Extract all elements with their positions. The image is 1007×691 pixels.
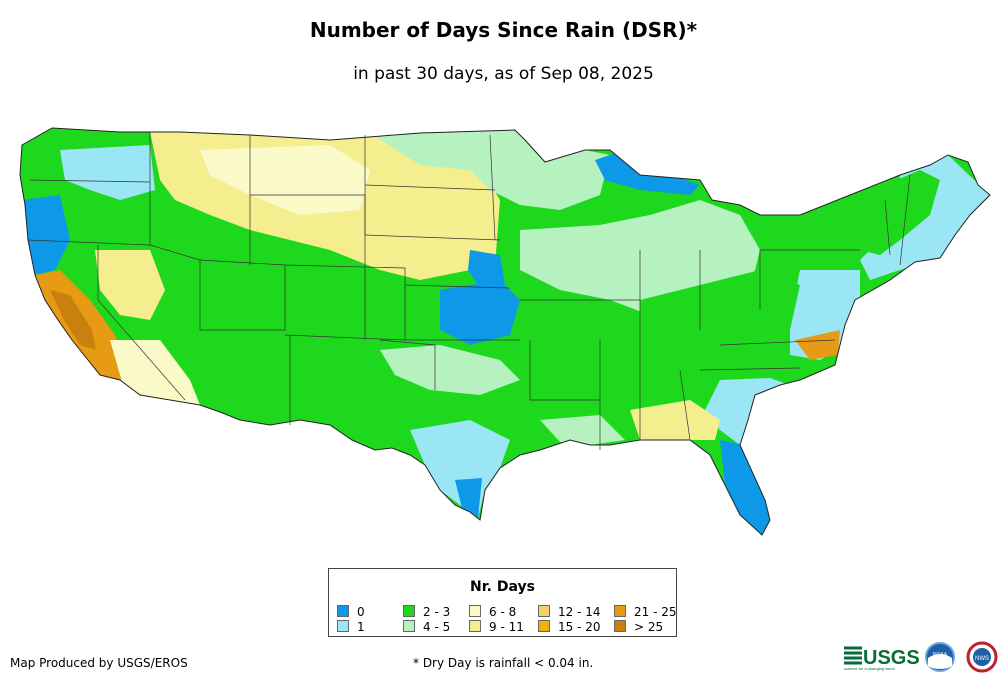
legend-label: 9 - 11 bbox=[489, 620, 524, 634]
zone-9-11-nevada bbox=[95, 250, 165, 320]
usgs-wordmark: USGS bbox=[863, 647, 920, 669]
zone-4-5-north bbox=[370, 130, 610, 210]
legend-swatch bbox=[403, 605, 415, 617]
zone-0-florida bbox=[720, 440, 770, 535]
zone-0-pacific-nw bbox=[22, 195, 70, 275]
legend-swatch bbox=[469, 605, 481, 617]
zone-pale-plains bbox=[200, 145, 370, 215]
legend-label: 15 - 20 bbox=[558, 620, 601, 634]
legend-item: 12 - 14 bbox=[538, 605, 601, 619]
map-title: Number of Days Since Rain (DSR)* bbox=[309, 18, 698, 42]
legend-item: > 25 bbox=[614, 620, 663, 634]
legend-item: 9 - 11 bbox=[469, 620, 524, 634]
legend-title: Nr. Days bbox=[470, 579, 535, 595]
nws-logo: NWS bbox=[966, 641, 998, 673]
legend-label: 12 - 14 bbox=[558, 605, 601, 619]
zone-21-25-carolina bbox=[795, 330, 840, 360]
zone-0-kansas bbox=[440, 280, 520, 345]
legend-label: 0 bbox=[357, 605, 365, 619]
legend-label: 4 - 5 bbox=[423, 620, 451, 634]
legend-swatch bbox=[469, 620, 481, 632]
legend-swatch bbox=[403, 620, 415, 632]
zone-9-11-georgia bbox=[630, 400, 720, 440]
legend-swatch bbox=[337, 605, 349, 617]
legend-item: 4 - 5 bbox=[403, 620, 450, 634]
legend-swatch bbox=[538, 620, 550, 632]
legend-item: 2 - 3 bbox=[403, 605, 450, 619]
zone-0-nebraska bbox=[468, 250, 505, 288]
legend-swatch bbox=[614, 605, 626, 617]
zone-1-washington bbox=[60, 145, 155, 200]
zone-4-5-louisiana bbox=[540, 415, 625, 445]
zone-gt25-california bbox=[50, 290, 96, 350]
legend-swatch bbox=[538, 605, 550, 617]
usgs-tagline: science for a changing world bbox=[844, 666, 895, 671]
zone-6-8-southwest bbox=[110, 340, 200, 405]
footnote: * Dry Day is rainfall < 0.04 in. bbox=[413, 656, 594, 670]
legend-label: 6 - 8 bbox=[489, 605, 517, 619]
nws-text: NWS bbox=[975, 656, 989, 662]
legend-label: 21 - 25 bbox=[634, 605, 677, 619]
state-boundaries bbox=[27, 132, 911, 450]
us-outline bbox=[19, 127, 991, 536]
usgs-logo: USGS science for a changing world bbox=[844, 646, 920, 671]
legend-item: 6 - 8 bbox=[469, 605, 516, 619]
zone-1-southeast bbox=[705, 378, 790, 445]
zone-0-texas-south bbox=[455, 478, 482, 518]
legend-item: 21 - 25 bbox=[614, 605, 677, 619]
legend-swatch bbox=[337, 620, 349, 632]
legend-swatch bbox=[614, 620, 626, 632]
legend-label: 1 bbox=[357, 620, 365, 634]
zone-2-3-northeast bbox=[850, 170, 940, 255]
legend-item: 1 bbox=[337, 620, 365, 634]
conus-map bbox=[19, 127, 991, 536]
zone-4-5-oklahoma bbox=[380, 345, 520, 395]
map-subtitle: in past 30 days, as of Sep 08, 2025 bbox=[353, 64, 654, 84]
legend-item: 15 - 20 bbox=[538, 620, 601, 634]
noaa-text: NOAA bbox=[933, 652, 948, 658]
legend-label: 2 - 3 bbox=[423, 605, 451, 619]
noaa-logo: NOAA bbox=[925, 642, 955, 672]
agency-logos: USGS science for a changing world NOAA N… bbox=[844, 641, 998, 673]
zone-1-texas bbox=[410, 420, 510, 518]
legend-label: > 25 bbox=[634, 620, 664, 634]
map-credit: Map Produced by USGS/EROS bbox=[10, 656, 188, 670]
legend-item: 0 bbox=[337, 605, 365, 619]
